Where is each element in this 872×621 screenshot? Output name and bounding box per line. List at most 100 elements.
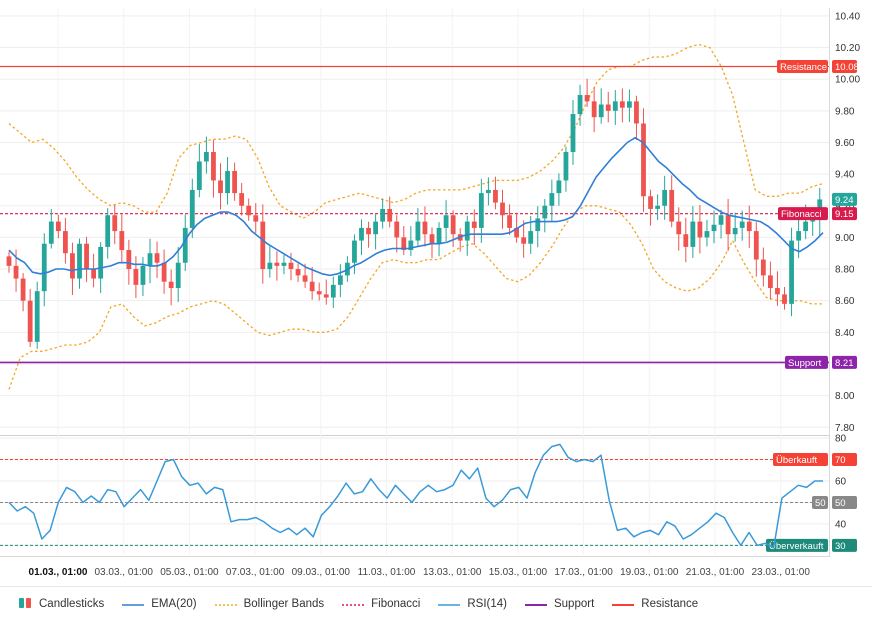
support-tag [832, 355, 857, 369]
current-price-tag-text: 9.24 [835, 195, 854, 206]
rsi-überkauft-label-tag [773, 452, 828, 466]
candle-body [528, 231, 534, 244]
candle-body [182, 227, 188, 263]
candle-body [408, 240, 414, 251]
rsi-überverkauft-label-text: Überverkauft [769, 541, 824, 552]
time-tick-label: 19.03., 01:00 [620, 567, 679, 578]
candle-body [415, 221, 421, 241]
candle-body [225, 170, 230, 194]
legend-item-fibonacci[interactable]: Fibonacci [342, 598, 420, 610]
candle-body [507, 215, 512, 228]
candle-body [627, 101, 632, 108]
price-tick-label: 8.40 [835, 328, 855, 339]
candle-body [753, 231, 759, 260]
candle-body [77, 243, 82, 279]
candle-body [556, 180, 562, 194]
line-icon [438, 598, 461, 610]
candle-body [119, 231, 125, 251]
candle-body [281, 262, 287, 266]
price-tick-label: 10.00 [835, 75, 860, 86]
ema-line [8, 136, 824, 277]
fibonacci-label-text: Fibonacci [781, 209, 822, 220]
legend-label: Fibonacci [371, 598, 421, 610]
candle-body [422, 221, 428, 235]
support-label-text: Support [788, 358, 822, 369]
dotted-line-icon [214, 598, 237, 610]
time-tick-label: 11.03., 01:00 [358, 567, 416, 578]
line-icon [524, 598, 547, 610]
candle-body [591, 101, 597, 118]
candle-body [464, 221, 470, 241]
support-tag-text: 8.21 [835, 358, 854, 369]
time-tick-label: 21.03., 01:00 [686, 567, 745, 578]
rsi-tick-label: 40 [835, 519, 847, 530]
legend: Candlesticks EMA(20) Bollinger Bands Fib… [0, 586, 872, 621]
candle-body [394, 221, 400, 238]
candle-body [782, 294, 787, 304]
candle-body [598, 104, 604, 118]
candle-body [789, 240, 794, 304]
candle-body [274, 262, 280, 266]
candle-body [401, 237, 407, 251]
legend-item-bollinger[interactable]: Bollinger Bands [214, 598, 324, 610]
rsi-überverkauft-tag [832, 538, 857, 552]
candle-body [295, 269, 301, 276]
candle-body [309, 281, 315, 292]
candle-body [27, 300, 33, 342]
candle-body [316, 291, 322, 295]
candle-body [690, 221, 696, 247]
legend-item-candlesticks[interactable]: Candlesticks [18, 597, 104, 612]
time-tick-label: 13.03., 01:00 [423, 567, 482, 578]
candle-body [48, 221, 54, 244]
candle-body [288, 262, 294, 270]
resistance-tag [832, 60, 857, 74]
dotted-line-icon [342, 598, 365, 610]
rsi-mid-tag-text: 50 [835, 498, 846, 509]
price-tick-label: 9.60 [835, 138, 855, 149]
candle-body [768, 275, 773, 289]
candle-body [619, 101, 625, 108]
candle-body [112, 215, 118, 232]
price-tick-label: 8.00 [835, 391, 855, 402]
legend-item-ema[interactable]: EMA(20) [122, 598, 197, 610]
legend-label: EMA(20) [151, 598, 197, 610]
candle-body [570, 114, 576, 152]
candle-body [55, 221, 61, 232]
candle-body [443, 215, 449, 228]
candle-body [366, 227, 371, 235]
resistance-label-text: Resistance [780, 62, 827, 73]
candle-body [20, 278, 26, 301]
candle-body [232, 170, 237, 194]
candlestick-icon [18, 597, 32, 612]
candle-body [211, 151, 216, 181]
candle-body [697, 221, 703, 238]
legend-label: Support [553, 598, 595, 610]
candle-body [711, 224, 717, 232]
price-tick-label: 9.80 [835, 106, 855, 117]
time-tick-label: 03.03., 01:00 [95, 567, 154, 578]
legend-item-support[interactable]: Support [524, 598, 595, 610]
time-tick-label: 01.03., 01:00 [29, 567, 88, 578]
candle-body [478, 193, 484, 228]
fibonacci-tag-text: 9.15 [835, 209, 854, 220]
line-icon [612, 598, 635, 610]
line-icon [122, 598, 145, 610]
time-tick-label: 05.03., 01:00 [160, 567, 219, 578]
candle-body [204, 151, 209, 162]
legend-item-rsi[interactable]: RSI(14) [438, 598, 507, 610]
candle-body [796, 231, 801, 241]
candle-body [267, 262, 273, 270]
candle-body [70, 253, 75, 279]
candle-body [126, 250, 132, 270]
resistance-tag-text: 10.08 [835, 62, 859, 73]
time-tick-label: 07.03., 01:00 [226, 567, 285, 578]
price-tick-label: 9.40 [835, 170, 855, 181]
time-tick-label: 23.03., 01:00 [752, 567, 811, 578]
legend-item-resistance[interactable]: Resistance [612, 598, 698, 610]
candle-body [471, 221, 477, 228]
candle-body [84, 243, 89, 270]
rsi-tick-label: 80 [835, 434, 847, 445]
candle-body [514, 227, 519, 238]
price-tick-label: 10.40 [835, 11, 860, 22]
fibonacci-tag [832, 207, 857, 221]
